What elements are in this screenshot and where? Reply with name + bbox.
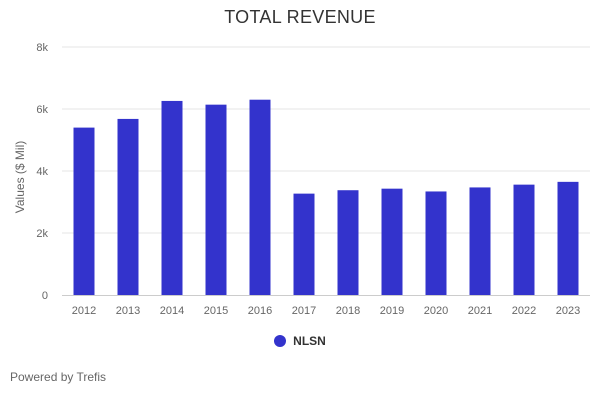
bar-2022[interactable] <box>513 184 535 295</box>
bar-2018[interactable] <box>337 190 359 295</box>
y-tick-label: 2k <box>36 228 48 240</box>
legend: NLSN <box>0 334 600 348</box>
bar-2021[interactable] <box>469 187 491 295</box>
x-tick-label: 2014 <box>160 305 184 317</box>
x-tick-label: 2018 <box>336 305 360 317</box>
y-tick-label: 4k <box>36 166 48 178</box>
bars <box>73 99 579 295</box>
y-axis-ticks: 0 2k 4k 6k 8k <box>36 42 48 302</box>
x-axis-ticks: 2012 2013 2014 2015 2016 2017 2018 2019 2020 2021… <box>72 305 580 317</box>
bar-2014[interactable] <box>161 100 183 295</box>
y-axis-title: Values ($ Mil) <box>13 141 27 213</box>
x-tick-label: 2019 <box>380 305 404 317</box>
chart-title: TOTAL REVENUE <box>224 7 376 27</box>
bar-2016[interactable] <box>249 99 271 295</box>
bar-2017[interactable] <box>293 193 315 295</box>
x-tick-label: 2017 <box>292 305 316 317</box>
legend-item-nlsn[interactable]: NLSN <box>274 334 326 348</box>
y-tick-label: 8k <box>36 42 48 54</box>
legend-marker-icon <box>274 335 287 347</box>
grid-lines <box>62 46 590 234</box>
bar-2023[interactable] <box>557 181 579 295</box>
credits-link[interactable]: Powered by Trefis <box>10 370 107 384</box>
x-tick-label: 2023 <box>556 305 580 317</box>
x-tick-label: 2022 <box>512 305 536 317</box>
legend-label: NLSN <box>293 334 326 348</box>
bar-2020[interactable] <box>425 191 447 295</box>
y-tick-label: 6k <box>36 104 48 116</box>
bar-2019[interactable] <box>381 188 403 295</box>
x-tick-label: 2012 <box>72 305 96 317</box>
x-tick-label: 2020 <box>424 305 448 317</box>
y-tick-label: 0 <box>42 290 48 302</box>
x-tick-label: 2021 <box>468 305 492 317</box>
x-tick-label: 2016 <box>248 305 272 317</box>
bar-2013[interactable] <box>117 118 139 295</box>
bar-2012[interactable] <box>73 127 95 295</box>
x-tick-label: 2013 <box>116 305 140 317</box>
x-tick-label: 2015 <box>204 305 228 317</box>
bar-2015[interactable] <box>205 104 227 295</box>
